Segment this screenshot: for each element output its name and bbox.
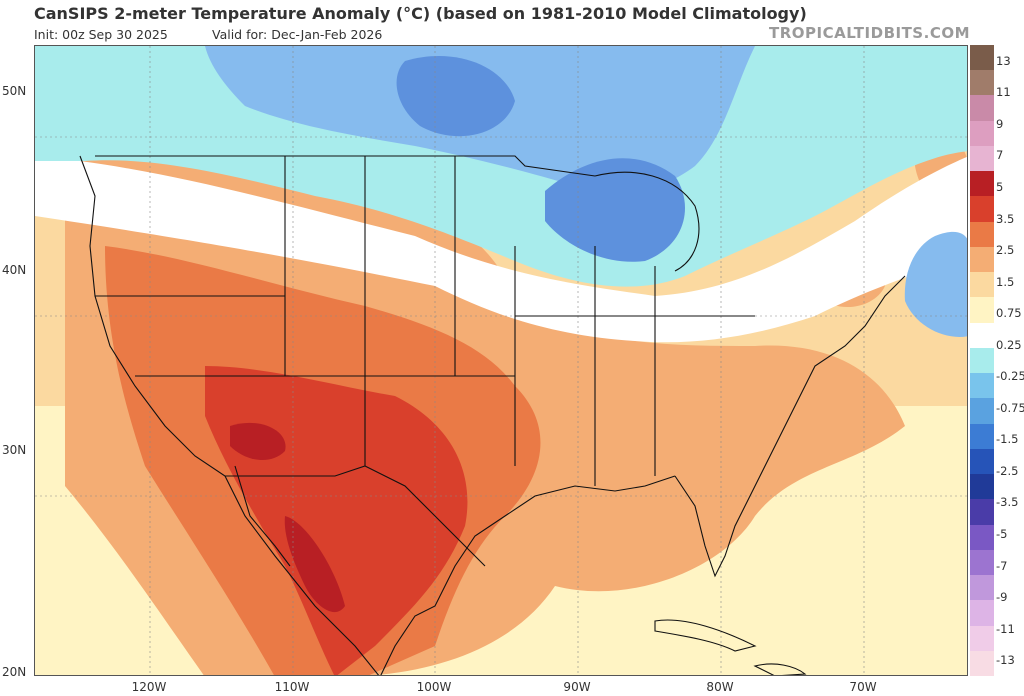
strong-cold-anomaly-great-lakes: [545, 158, 685, 262]
color-scale-label: 7: [996, 148, 1004, 163]
strong-cold-anomaly-hudson: [396, 55, 515, 137]
color-scale-swatch: [970, 423, 994, 450]
color-scale-swatch: [970, 221, 994, 248]
color-scale-label: -5: [996, 527, 1008, 542]
color-scale-swatch: [970, 45, 994, 71]
anomaly-map: [34, 45, 968, 676]
color-scale-swatch: [970, 625, 994, 652]
color-scale-label: -0.25: [996, 369, 1024, 384]
map-canvas: [35, 46, 967, 675]
lat-label-20n: 20N: [2, 665, 27, 679]
color-scale-swatch: [970, 373, 994, 399]
color-scale-label: 0.75: [996, 306, 1022, 321]
color-scale-label: -13: [996, 653, 1015, 668]
color-scale-swatch: [970, 120, 994, 147]
color-scale-swatch: [970, 272, 994, 298]
color-scale-swatch: [970, 145, 994, 172]
color-scale-legend: 13 11 9 7 5 3.5 2.5 1.5 0.75 0.25 -0.25 -0.75 -1.5 -2…: [970, 45, 1024, 677]
color-scale-swatch: [970, 246, 994, 273]
color-scale-swatch: [970, 524, 994, 551]
color-scale-swatch: [970, 575, 994, 601]
color-scale-swatch: [970, 600, 994, 626]
lat-label-30n: 30N: [2, 443, 27, 457]
color-scale-swatch: [970, 650, 994, 677]
lon-label-120w: 120W: [131, 680, 167, 694]
color-scale-label: 11: [996, 85, 1011, 100]
color-scale-label: 13: [996, 53, 1011, 68]
color-scale-label: 9: [996, 116, 1004, 131]
color-scale-swatch: [970, 398, 994, 425]
color-scale-label: -7: [996, 558, 1008, 573]
hottest-anomaly-mexico: [284, 516, 345, 613]
color-scale-label: 2.5: [996, 243, 1015, 258]
color-scale-swatch: [970, 297, 994, 324]
color-scale-label: 1.5: [996, 274, 1015, 289]
color-scale-swatch: [970, 448, 994, 475]
map-title: CanSIPS 2-meter Temperature Anomaly (°C)…: [34, 4, 807, 23]
color-scale-label: 0.25: [996, 337, 1022, 352]
color-scale-label: -1.5: [996, 432, 1019, 447]
near-normal-band: [35, 156, 967, 343]
lon-label-100w: 100W: [416, 680, 452, 694]
lon-label-90w: 90W: [563, 680, 591, 694]
color-scale-swatch: [970, 549, 994, 576]
hottest-anomaly-sw: [230, 422, 286, 461]
lat-label-40n: 40N: [2, 263, 27, 277]
cold-anomaly-atlantic: [904, 231, 967, 337]
color-scale-label: -11: [996, 621, 1015, 636]
color-scale-swatch: [970, 171, 994, 197]
init-time: Init: 00z Sep 30 2025: [34, 27, 168, 42]
lon-label-110w: 110W: [274, 680, 310, 694]
color-scale-swatch: [970, 70, 994, 96]
graticule: [35, 46, 967, 675]
color-scale-swatch: [970, 474, 994, 500]
color-scale-swatch: [970, 95, 994, 122]
color-scale-label: -9: [996, 590, 1008, 605]
lon-label-80w: 80W: [706, 680, 734, 694]
lat-label-50n: 50N: [2, 84, 27, 98]
color-scale-label: -3.5: [996, 495, 1019, 510]
color-scale-label: 5: [996, 179, 1004, 194]
lon-label-70w: 70W: [849, 680, 877, 694]
color-scale-swatch: [970, 322, 994, 349]
color-scale-swatch: [970, 499, 994, 526]
color-scale-swatch: [970, 196, 994, 223]
brand-watermark: TROPICALTIDBITS.COM: [769, 24, 970, 42]
color-scale-label: -2.5: [996, 463, 1019, 478]
color-scale-swatch: [970, 347, 994, 374]
valid-period: Valid for: Dec-Jan-Feb 2026: [212, 27, 383, 42]
coastlines-and-borders: [79, 155, 906, 675]
color-scale-label: -0.75: [996, 400, 1024, 415]
color-scale-label: 3.5: [996, 211, 1015, 226]
